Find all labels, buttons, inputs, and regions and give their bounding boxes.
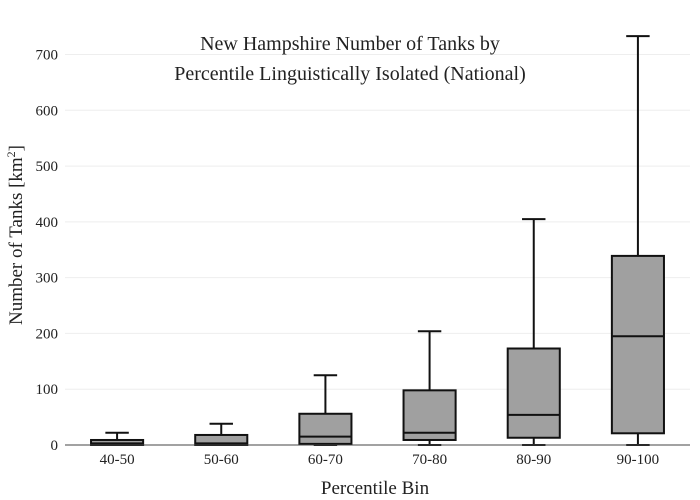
x-tick-labels: 40-50 50-60 60-70 70-80 80-90 90-100 (100, 452, 660, 468)
box-60-70 (298, 374, 353, 446)
y-tick-label: 300 (36, 271, 59, 287)
x-tick-label: 70-80 (412, 452, 447, 468)
iqr-box (402, 389, 457, 441)
y-tick-label: 400 (36, 215, 59, 231)
y-tick-label: 0 (51, 438, 59, 454)
box-80-90 (506, 218, 561, 446)
y-tick-label: 500 (36, 159, 59, 175)
x-tick-label: 90-100 (617, 452, 660, 468)
y-tick-label: 100 (36, 382, 59, 398)
chart-title-line-2: Percentile Linguistically Isolated (Nati… (174, 63, 526, 85)
iqr-box (610, 254, 665, 435)
x-tick-label: 50-60 (204, 452, 239, 468)
y-axis-title: Number of Tanks [km2] (4, 145, 27, 325)
box-50-60 (194, 422, 249, 447)
x-tick-label: 40-50 (100, 452, 135, 468)
y-axis-title-main: Number of Tanks [km (6, 157, 27, 325)
x-tick-label: 60-70 (308, 452, 343, 468)
box-40-50 (90, 431, 145, 446)
y-axis-title-sup: 2 (4, 151, 18, 157)
y-tick-labels: 0 100 200 300 400 500 600 700 (36, 48, 59, 454)
boxes-layer (90, 35, 665, 447)
chart-title-line-1: New Hampshire Number of Tanks by (200, 33, 500, 55)
y-tick-label: 200 (36, 326, 59, 342)
grid-lines (65, 54, 690, 390)
y-tick-label: 700 (36, 48, 59, 64)
iqr-box (506, 347, 561, 439)
box-90-100 (610, 35, 665, 446)
y-axis-title-close: ] (6, 145, 27, 151)
x-tick-label: 80-90 (516, 452, 551, 468)
box-70-80 (402, 330, 457, 446)
y-tick-label: 600 (36, 103, 59, 119)
iqr-box (298, 412, 353, 445)
x-axis-title: Percentile Bin (321, 478, 430, 499)
